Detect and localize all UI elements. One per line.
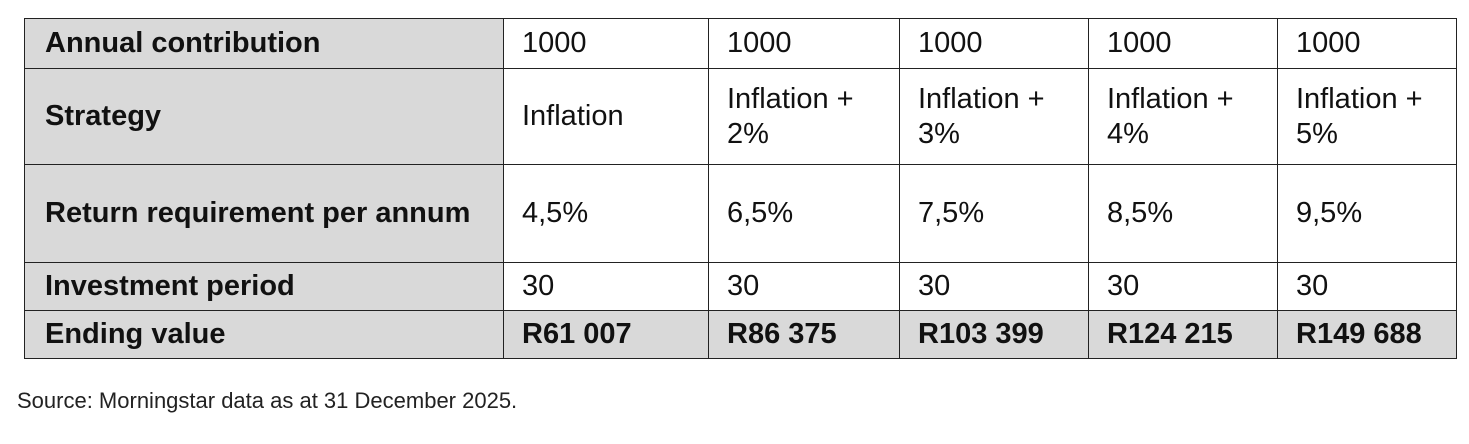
table-cell: R103 399 [899, 310, 1089, 359]
table-body: Annual contribution 1000 1000 1000 1000 1000 S… [24, 18, 1457, 359]
table-row: Ending value R61 007 R86 375 R103 399 R124 2… [24, 310, 1457, 359]
table-cell: R61 007 [503, 310, 709, 359]
table-row: Return requirement per annum 4,5% 6,5% 7,5%… [24, 164, 1457, 263]
table-cell: 1000 [1088, 18, 1278, 69]
table-row: Strategy Inflation Inflation + 2% Inflation… [24, 68, 1457, 165]
table-cell: R124 215 [1088, 310, 1278, 359]
table-cell: 4,5% [503, 164, 709, 263]
table-row: Investment period 30 30 30 30 30 [24, 262, 1457, 311]
table-cell: Inflation + 2% [708, 68, 900, 165]
table-cell: 30 [899, 262, 1089, 311]
table-cell: 7,5% [899, 164, 1089, 263]
table-cell: Inflation + 5% [1277, 68, 1457, 165]
table-cell: 30 [1277, 262, 1457, 311]
table-cell: 1000 [1277, 18, 1457, 69]
row-label: Annual contribution [24, 18, 504, 69]
table-cell: R86 375 [708, 310, 900, 359]
row-label: Ending value [24, 310, 504, 359]
row-label: Strategy [24, 68, 504, 165]
table-cell: Inflation + 3% [899, 68, 1089, 165]
source-note: Source: Morningstar data as at 31 Decemb… [17, 388, 518, 413]
table-cell: R149 688 [1277, 310, 1457, 359]
table-row: Annual contribution 1000 1000 1000 1000 1000 [24, 18, 1457, 69]
table-cell: 1000 [899, 18, 1089, 69]
table-cell: 1000 [503, 18, 709, 69]
table-cell: Inflation [503, 68, 709, 165]
table-cell: 30 [708, 262, 900, 311]
table-cell: Inflation + 4% [1088, 68, 1278, 165]
table-cell: 30 [1088, 262, 1278, 311]
table-cell: 1000 [708, 18, 900, 69]
row-label: Return requirement per annum [24, 164, 504, 263]
data-table: Annual contribution 1000 1000 1000 1000 1000 S… [24, 18, 1457, 359]
table-cell: 30 [503, 262, 709, 311]
table-cell: 6,5% [708, 164, 900, 263]
table-cell: 9,5% [1277, 164, 1457, 263]
table-cell: 8,5% [1088, 164, 1278, 263]
row-label: Investment period [24, 262, 504, 311]
